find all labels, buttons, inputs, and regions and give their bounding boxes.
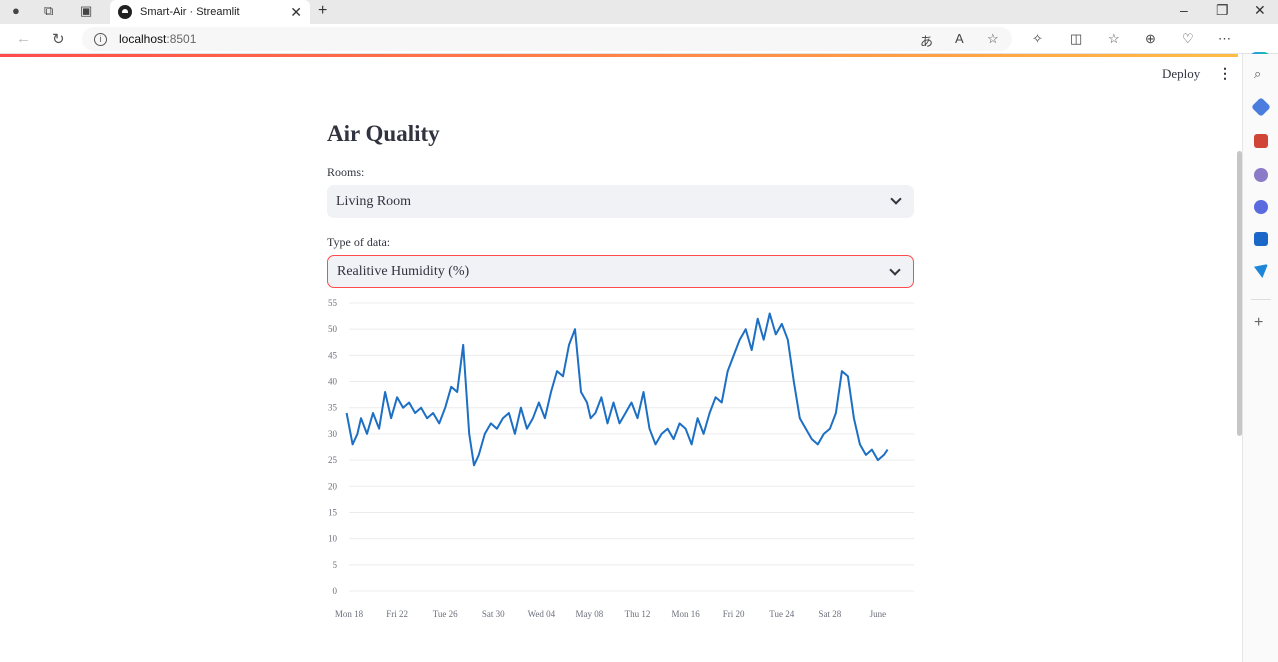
humidity-line-chart[interactable]: 0 5 10 15 20 25 30 35 40 45 50 55 Mon 18 Fri 22 Tue 26… bbox=[327, 297, 917, 627]
deploy-button[interactable]: Deploy bbox=[1162, 66, 1201, 81]
y-tick-label: 10 bbox=[328, 534, 338, 544]
sidebar-divider bbox=[1251, 299, 1271, 300]
y-tick-label: 35 bbox=[328, 403, 338, 413]
rooms-label: Rooms: bbox=[327, 165, 365, 179]
type-of-data-label: Type of data: bbox=[327, 235, 391, 249]
new-tab-button[interactable]: + bbox=[318, 2, 328, 19]
x-tick-label: Wed 04 bbox=[528, 609, 556, 619]
rooms-select[interactable]: Living Room bbox=[327, 185, 914, 218]
rooms-select-value: Living Room bbox=[336, 193, 412, 209]
workspaces-icon[interactable]: ⧉ bbox=[44, 3, 54, 18]
streamlit-page: Deploy ⋮ Air Quality Rooms: Living Room … bbox=[0, 57, 1242, 662]
type-of-data-select[interactable]: Realitive Humidity (%) bbox=[327, 255, 914, 288]
x-tick-label: Fri 20 bbox=[723, 609, 745, 619]
refresh-icon[interactable]: ↻ bbox=[52, 31, 65, 48]
search-icon[interactable]: ⌕ bbox=[1254, 66, 1262, 81]
favorite-star-icon[interactable]: ☆ bbox=[987, 31, 999, 46]
close-window-icon[interactable]: ✕ bbox=[1254, 2, 1266, 18]
streamlit-header-decoration bbox=[0, 54, 1238, 57]
back-icon[interactable]: ← bbox=[16, 30, 31, 47]
microsoft365-icon[interactable] bbox=[1254, 200, 1268, 214]
games-icon[interactable] bbox=[1254, 168, 1268, 182]
page-title: Air Quality bbox=[327, 121, 440, 146]
address-bar-row: ← ↻ i localhost:8501 あ A ☆ ✧ ◫ ☆ ⊕ ♡ ⋯ bbox=[0, 24, 1278, 72]
profile-icon[interactable]: ● bbox=[12, 3, 20, 18]
chevron-down-icon bbox=[890, 193, 902, 205]
browser-tab-strip: ● ⧉ ▣ Smart-Air · Streamlit ✕ + – ❐ ✕ bbox=[0, 0, 1278, 24]
humidity-series-line[interactable] bbox=[345, 312, 889, 467]
x-tick-label: Sat 28 bbox=[818, 609, 841, 619]
y-tick-label: 50 bbox=[328, 324, 338, 334]
url-host: localhost bbox=[119, 32, 167, 46]
tools-icon[interactable] bbox=[1254, 134, 1268, 148]
browser-essentials-icon[interactable]: ♡ bbox=[1182, 31, 1194, 46]
more-menu-icon[interactable]: ⋯ bbox=[1218, 31, 1231, 46]
shopping-tag-icon[interactable] bbox=[1251, 97, 1271, 117]
tab-title: Smart-Air · Streamlit bbox=[140, 6, 240, 18]
streamlit-favicon-icon bbox=[118, 5, 132, 19]
y-tick-label: 0 bbox=[333, 586, 338, 596]
x-tick-label: June bbox=[870, 609, 887, 619]
restore-icon[interactable]: ❐ bbox=[1216, 2, 1229, 18]
url-port: :8501 bbox=[166, 32, 197, 46]
x-tick-label: Sat 30 bbox=[482, 609, 505, 619]
y-tick-label: 5 bbox=[333, 560, 338, 570]
x-tick-label: Tue 24 bbox=[769, 609, 794, 619]
y-tick-label: 45 bbox=[328, 350, 338, 360]
site-info-icon[interactable]: i bbox=[94, 32, 107, 46]
add-sidebar-app-icon[interactable]: + bbox=[1254, 314, 1264, 331]
y-tick-label: 30 bbox=[328, 429, 338, 439]
url-field[interactable]: i localhost:8501 bbox=[82, 27, 1012, 51]
type-of-data-select-value: Realitive Humidity (%) bbox=[337, 263, 470, 279]
split-screen-icon[interactable]: ◫ bbox=[1070, 31, 1083, 46]
x-tick-label: Fri 22 bbox=[386, 609, 408, 619]
favorites-icon[interactable]: ☆ bbox=[1108, 31, 1120, 46]
edge-sidebar: ⌕ + bbox=[1242, 54, 1278, 662]
tab-actions-icon[interactable]: ▣ bbox=[80, 3, 93, 18]
y-tick-label: 20 bbox=[328, 481, 338, 491]
y-tick-label: 15 bbox=[328, 507, 338, 517]
minimize-icon[interactable]: – bbox=[1180, 2, 1188, 18]
x-tick-label: Thu 12 bbox=[625, 609, 651, 619]
read-aloud-translate-icon[interactable]: あ bbox=[920, 34, 934, 49]
collections-icon[interactable]: ⊕ bbox=[1145, 31, 1156, 46]
x-tick-label: Tue 26 bbox=[433, 609, 458, 619]
main-menu-icon[interactable]: ⋮ bbox=[1218, 65, 1232, 81]
read-aloud-icon[interactable]: A bbox=[955, 31, 964, 46]
tab-close-icon[interactable]: ✕ bbox=[290, 3, 302, 20]
y-tick-label: 55 bbox=[328, 298, 338, 308]
send-icon[interactable] bbox=[1254, 264, 1268, 278]
y-tick-label: 25 bbox=[328, 455, 338, 465]
y-tick-label: 40 bbox=[328, 377, 338, 387]
extensions-icon[interactable]: ✧ bbox=[1032, 31, 1043, 46]
x-tick-label: May 08 bbox=[576, 609, 604, 619]
browser-tab-active[interactable]: Smart-Air · Streamlit ✕ bbox=[110, 0, 310, 24]
x-tick-label: Mon 18 bbox=[335, 609, 364, 619]
chevron-down-icon bbox=[889, 264, 901, 276]
outlook-icon[interactable] bbox=[1254, 232, 1268, 246]
page-scrollbar[interactable] bbox=[1237, 151, 1242, 436]
x-tick-label: Mon 16 bbox=[671, 609, 700, 619]
